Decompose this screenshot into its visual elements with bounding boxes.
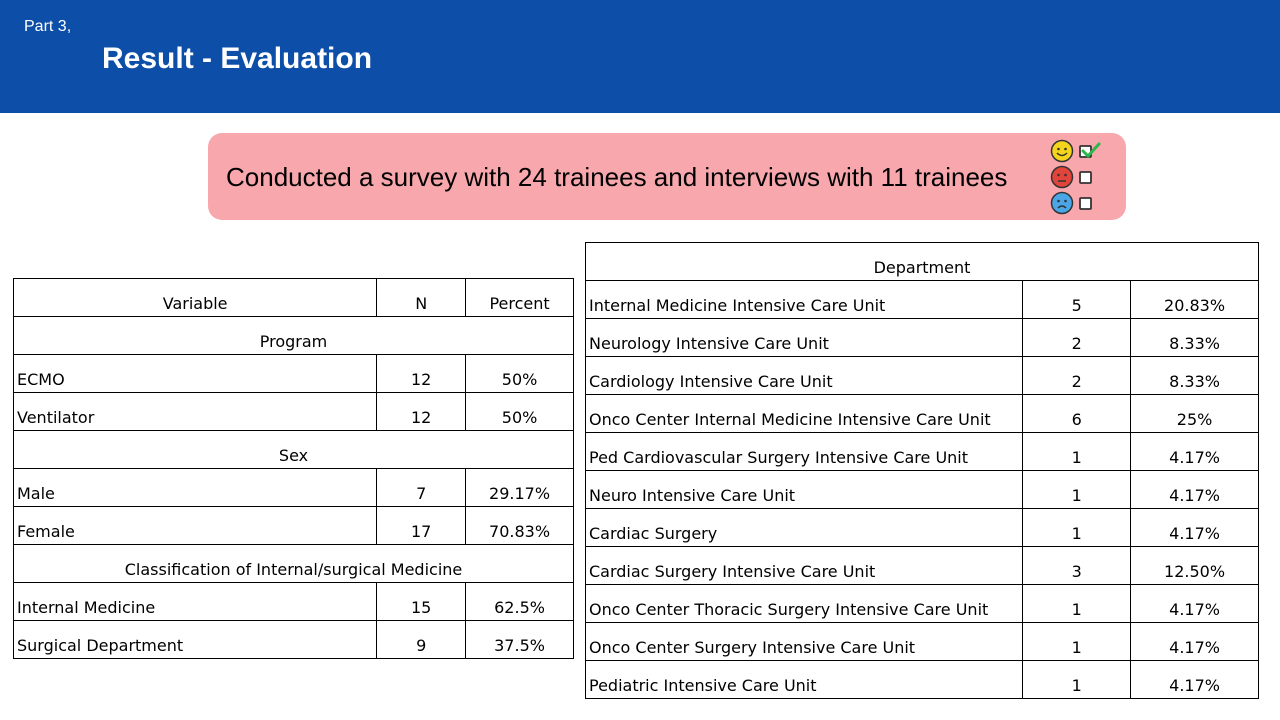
department-cell: Onco Center Surgery Intensive Care Unit bbox=[584, 622, 1024, 661]
angry-face-icon bbox=[1050, 165, 1074, 189]
n-cell: 2 bbox=[1022, 318, 1132, 357]
percent-cell: 8.33% bbox=[1130, 356, 1259, 395]
table-row: Internal Medicine 15 62.5% bbox=[12, 582, 574, 621]
percent-cell: 62.5% bbox=[465, 582, 574, 621]
table-row: Female 17 70.83% bbox=[12, 506, 574, 545]
table-row: Internal Medicine Intensive Care Unit 5 20… bbox=[584, 280, 1259, 319]
department-cell: Cardiac Surgery Intensive Care Unit bbox=[584, 546, 1024, 585]
table-row: Cardiology Intensive Care Unit 2 8.33% bbox=[584, 356, 1259, 395]
table-row: Onco Center Thoracic Surgery Intensive C… bbox=[584, 584, 1259, 623]
n-cell: 12 bbox=[376, 354, 467, 393]
happy-face-icon bbox=[1050, 139, 1074, 163]
department-title: Department bbox=[585, 242, 1259, 281]
department-cell: Internal Medicine Intensive Care Unit bbox=[584, 280, 1024, 319]
section-title: Program bbox=[13, 316, 574, 355]
section-title: Classification of Internal/surgical Medi… bbox=[13, 544, 574, 583]
n-cell: 5 bbox=[1022, 280, 1132, 319]
percent-cell: 70.83% bbox=[465, 506, 574, 545]
percent-cell: 50% bbox=[465, 354, 574, 393]
variable-cell: Ventilator bbox=[12, 392, 378, 431]
percent-cell: 4.17% bbox=[1130, 470, 1259, 509]
table-row: Onco Center Internal Medicine Intensive … bbox=[584, 394, 1259, 433]
table-header-row: Variable N Percent bbox=[12, 278, 574, 317]
n-cell: 12 bbox=[376, 392, 467, 431]
empty-box-icon bbox=[1079, 197, 1092, 210]
table-row: Ped Cardiovascular Surgery Intensive Car… bbox=[584, 432, 1259, 471]
n-cell: 7 bbox=[376, 468, 467, 507]
department-cell: Neuro Intensive Care Unit bbox=[584, 470, 1024, 509]
section-label: Part 3, bbox=[24, 18, 72, 35]
page-title: Result - Evaluation bbox=[102, 42, 373, 75]
n-cell: 1 bbox=[1022, 622, 1132, 661]
percent-cell: 37.5% bbox=[465, 620, 574, 659]
table-row: Neuro Intensive Care Unit 1 4.17% bbox=[584, 470, 1259, 509]
section-row: Program bbox=[13, 316, 574, 355]
table-row: Ventilator 12 50% bbox=[12, 392, 574, 431]
percent-cell: 20.83% bbox=[1130, 280, 1259, 319]
variable-cell: Male bbox=[12, 468, 378, 507]
banner-text: Conducted a survey with 24 trainees and … bbox=[226, 162, 1008, 192]
variable-cell: Internal Medicine bbox=[12, 582, 378, 621]
department-cell: Ped Cardiovascular Surgery Intensive Car… bbox=[584, 432, 1024, 471]
department-cell: Neurology Intensive Care Unit bbox=[584, 318, 1024, 357]
n-cell: 17 bbox=[376, 506, 467, 545]
table-row: Neurology Intensive Care Unit 2 8.33% bbox=[584, 318, 1259, 357]
table-row: Pediatric Intensive Care Unit 1 4.17% bbox=[584, 660, 1259, 699]
table-row: Cardiac Surgery 1 4.17% bbox=[584, 508, 1259, 547]
table-row: ECMO 12 50% bbox=[12, 354, 574, 393]
percent-cell: 29.17% bbox=[465, 468, 574, 507]
department-cell: Pediatric Intensive Care Unit bbox=[584, 660, 1024, 699]
table-row: Male 7 29.17% bbox=[12, 468, 574, 507]
department-cell: Onco Center Internal Medicine Intensive … bbox=[584, 394, 1024, 433]
department-cell: Onco Center Thoracic Surgery Intensive C… bbox=[584, 584, 1024, 623]
n-cell: 2 bbox=[1022, 356, 1132, 395]
percent-cell: 12.50% bbox=[1130, 546, 1259, 585]
sad-face-icon bbox=[1050, 191, 1074, 215]
checked-box-icon bbox=[1079, 142, 1101, 159]
n-cell: 9 bbox=[376, 620, 467, 659]
percent-cell: 4.17% bbox=[1130, 432, 1259, 471]
department-table: Department Internal Medicine Intensive C… bbox=[584, 242, 1259, 699]
header-n: N bbox=[376, 278, 467, 317]
percent-cell: 50% bbox=[465, 392, 574, 431]
header-percent: Percent bbox=[465, 278, 574, 317]
table-row: Cardiac Surgery Intensive Care Unit 3 12.5… bbox=[584, 546, 1259, 585]
percent-cell: 25% bbox=[1130, 394, 1259, 433]
survey-emoji-icon bbox=[1050, 139, 1101, 215]
table-header-row: Department bbox=[585, 242, 1259, 281]
section-row: Classification of Internal/surgical Medi… bbox=[13, 544, 574, 583]
percent-cell: 4.17% bbox=[1130, 584, 1259, 623]
n-cell: 3 bbox=[1022, 546, 1132, 585]
n-cell: 1 bbox=[1022, 432, 1132, 471]
percent-cell: 8.33% bbox=[1130, 318, 1259, 357]
department-cell: Cardiology Intensive Care Unit bbox=[584, 356, 1024, 395]
department-cell: Cardiac Surgery bbox=[584, 508, 1024, 547]
percent-cell: 4.17% bbox=[1130, 660, 1259, 699]
n-cell: 1 bbox=[1022, 508, 1132, 547]
variable-cell: Surgical Department bbox=[12, 620, 378, 659]
section-title: Sex bbox=[13, 430, 574, 469]
variable-cell: ECMO bbox=[12, 354, 378, 393]
header-bar: Part 3, Result - Evaluation bbox=[0, 0, 1280, 113]
survey-banner: Conducted a survey with 24 trainees and … bbox=[208, 133, 1126, 220]
variable-cell: Female bbox=[12, 506, 378, 545]
n-cell: 1 bbox=[1022, 470, 1132, 509]
n-cell: 6 bbox=[1022, 394, 1132, 433]
table-row: Surgical Department 9 37.5% bbox=[12, 620, 574, 659]
n-cell: 1 bbox=[1022, 584, 1132, 623]
header-variable: Variable bbox=[12, 278, 378, 317]
percent-cell: 4.17% bbox=[1130, 622, 1259, 661]
percent-cell: 4.17% bbox=[1130, 508, 1259, 547]
empty-box-icon bbox=[1079, 171, 1092, 184]
variables-table: Variable N Percent Program ECMO 12 50% V… bbox=[12, 278, 574, 659]
table-row: Onco Center Surgery Intensive Care Unit 1… bbox=[584, 622, 1259, 661]
n-cell: 15 bbox=[376, 582, 467, 621]
section-row: Sex bbox=[13, 430, 574, 469]
n-cell: 1 bbox=[1022, 660, 1132, 699]
